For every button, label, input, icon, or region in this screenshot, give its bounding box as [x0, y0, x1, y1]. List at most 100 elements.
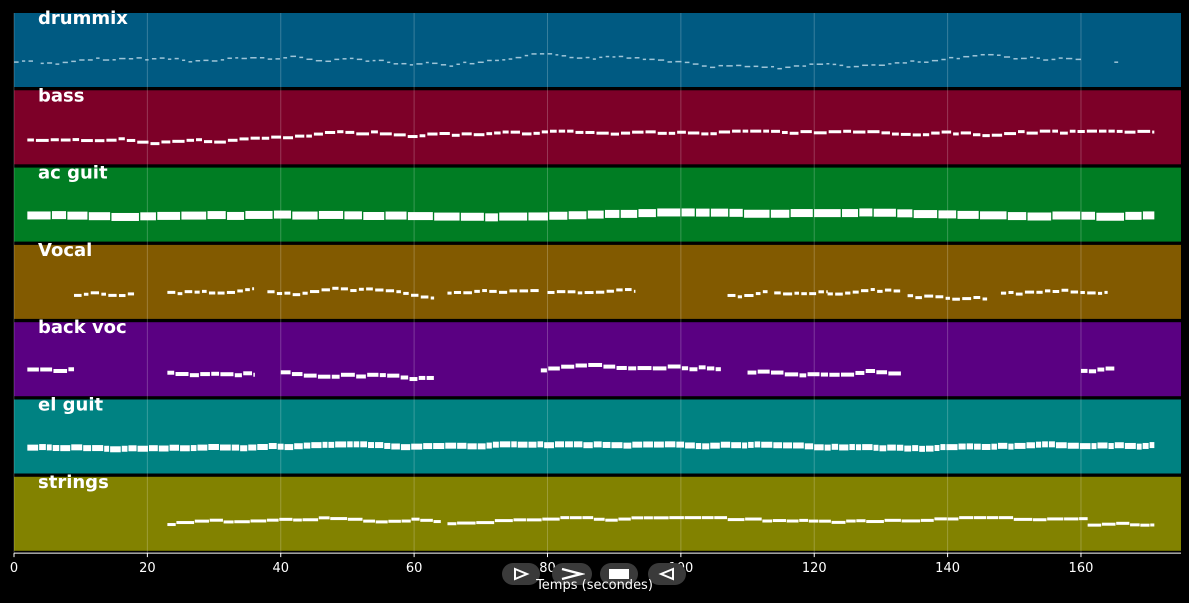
note [411, 443, 423, 450]
note [227, 211, 245, 220]
note [325, 60, 332, 63]
note [290, 55, 296, 58]
note [912, 133, 921, 137]
note [922, 133, 930, 137]
note [980, 211, 1007, 220]
note [317, 374, 331, 379]
note [207, 211, 226, 220]
note [584, 291, 594, 295]
note [958, 443, 966, 450]
note [677, 130, 686, 134]
note [755, 292, 761, 296]
note [585, 130, 595, 134]
note [409, 64, 414, 66]
note [248, 444, 257, 451]
note [745, 517, 762, 521]
note [715, 367, 721, 372]
x-axis: 020406080100120140160 [10, 552, 1181, 576]
note [667, 61, 673, 63]
note [74, 293, 82, 297]
note [110, 446, 121, 453]
note [335, 441, 347, 448]
note [96, 57, 100, 59]
note [991, 133, 1003, 137]
x-tick-label: 0 [10, 561, 18, 576]
note [401, 62, 407, 65]
x-tick-label: 40 [272, 561, 289, 576]
note [334, 58, 340, 61]
note [331, 374, 340, 379]
note [896, 444, 904, 451]
note [368, 442, 375, 449]
note [476, 521, 495, 525]
note [1105, 366, 1115, 371]
note [599, 56, 603, 59]
note [878, 64, 885, 66]
note [467, 443, 477, 450]
note [1096, 212, 1125, 221]
note [175, 372, 189, 377]
note [322, 441, 328, 448]
note [337, 130, 344, 134]
note [664, 441, 676, 448]
note [1058, 57, 1063, 59]
note [744, 65, 751, 68]
fast-forward-button[interactable] [552, 563, 592, 585]
note [917, 61, 921, 63]
note [158, 445, 169, 452]
note [245, 288, 250, 292]
note [770, 209, 790, 218]
grid-lines [13, 13, 1082, 555]
note [701, 65, 707, 67]
note [1097, 442, 1108, 449]
note [997, 442, 1008, 449]
note [966, 443, 974, 450]
note [870, 288, 875, 292]
note [729, 208, 743, 217]
note [403, 291, 409, 295]
note [742, 129, 749, 133]
note [588, 362, 603, 367]
track-lane [14, 167, 1181, 242]
note [88, 212, 111, 221]
note [433, 520, 441, 524]
note [828, 130, 842, 134]
note [793, 65, 800, 67]
note [379, 373, 386, 378]
note [194, 290, 200, 294]
note [628, 366, 637, 371]
note [234, 520, 250, 524]
note [881, 131, 890, 135]
note [974, 443, 981, 450]
note [526, 518, 542, 522]
note [643, 516, 653, 520]
note [1149, 442, 1155, 449]
note [267, 290, 275, 294]
stop-button[interactable] [600, 563, 638, 585]
play-button[interactable] [502, 563, 540, 585]
note [445, 442, 457, 449]
note [1051, 58, 1056, 61]
note [879, 445, 887, 452]
note [463, 61, 467, 64]
note [645, 130, 656, 134]
note [1030, 56, 1034, 59]
note [605, 55, 610, 58]
note [957, 210, 979, 219]
note [804, 443, 814, 450]
note [237, 289, 243, 293]
note [793, 442, 804, 449]
note [623, 442, 632, 449]
track-lane [14, 90, 1181, 165]
note [250, 519, 267, 523]
note [1013, 517, 1033, 521]
rewind-button[interactable] [648, 563, 686, 585]
note [407, 212, 433, 221]
note [151, 58, 157, 60]
note [554, 441, 565, 448]
note [981, 443, 991, 450]
note [710, 208, 729, 217]
note [345, 130, 355, 134]
note [718, 64, 723, 67]
